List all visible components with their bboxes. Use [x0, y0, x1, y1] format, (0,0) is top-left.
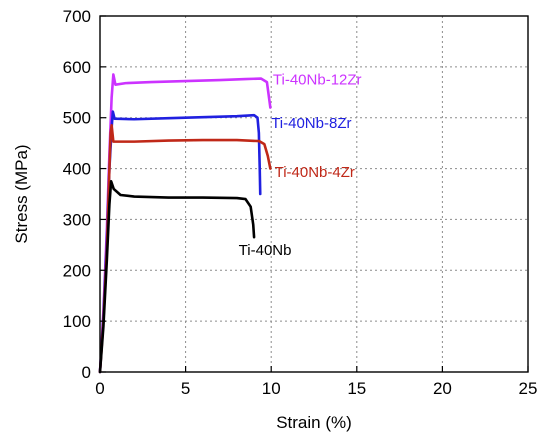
series-lines: [98, 73, 272, 374]
series-labels: Ti-40Nb-12Zr Ti-40Nb-8Zr Ti-40Nb-4Zr Ti-40N…: [239, 72, 362, 259]
y-tick-label: 700: [63, 7, 91, 26]
axis-ticks: 0 5 10 15 20 25 0 100 200 300 400 500 600 700: [63, 7, 538, 398]
x-tick-label: 5: [181, 379, 190, 398]
y-tick-label: 100: [63, 312, 91, 331]
series-label-ti-40nb-12zr: Ti-40Nb-12Zr: [273, 72, 362, 89]
x-tick-label: 10: [262, 379, 281, 398]
series-line-ti-40nb: [98, 179, 256, 374]
x-tick-label: 20: [433, 379, 452, 398]
y-tick-label: 300: [63, 210, 91, 229]
series-label-ti-40nb: Ti-40Nb: [239, 242, 292, 259]
x-axis-title: Strain (%): [276, 413, 352, 432]
y-tick-label: 500: [63, 109, 91, 128]
x-tick-label: 0: [95, 379, 104, 398]
y-axis-title: Stress (MPa): [12, 144, 31, 243]
series-label-ti-40nb-4zr: Ti-40Nb-4Zr: [275, 164, 355, 181]
y-tick-label: 0: [82, 363, 91, 382]
x-tick-label: 15: [347, 379, 366, 398]
y-tick-label: 200: [63, 261, 91, 280]
x-tick-label: 25: [519, 379, 538, 398]
plot-frame: [99, 15, 529, 373]
y-tick-label: 600: [63, 58, 91, 77]
y-tick-label: 400: [63, 160, 91, 179]
series-label-ti-40nb-8zr: Ti-40Nb-8Zr: [271, 115, 351, 132]
plot-area: [100, 16, 528, 372]
